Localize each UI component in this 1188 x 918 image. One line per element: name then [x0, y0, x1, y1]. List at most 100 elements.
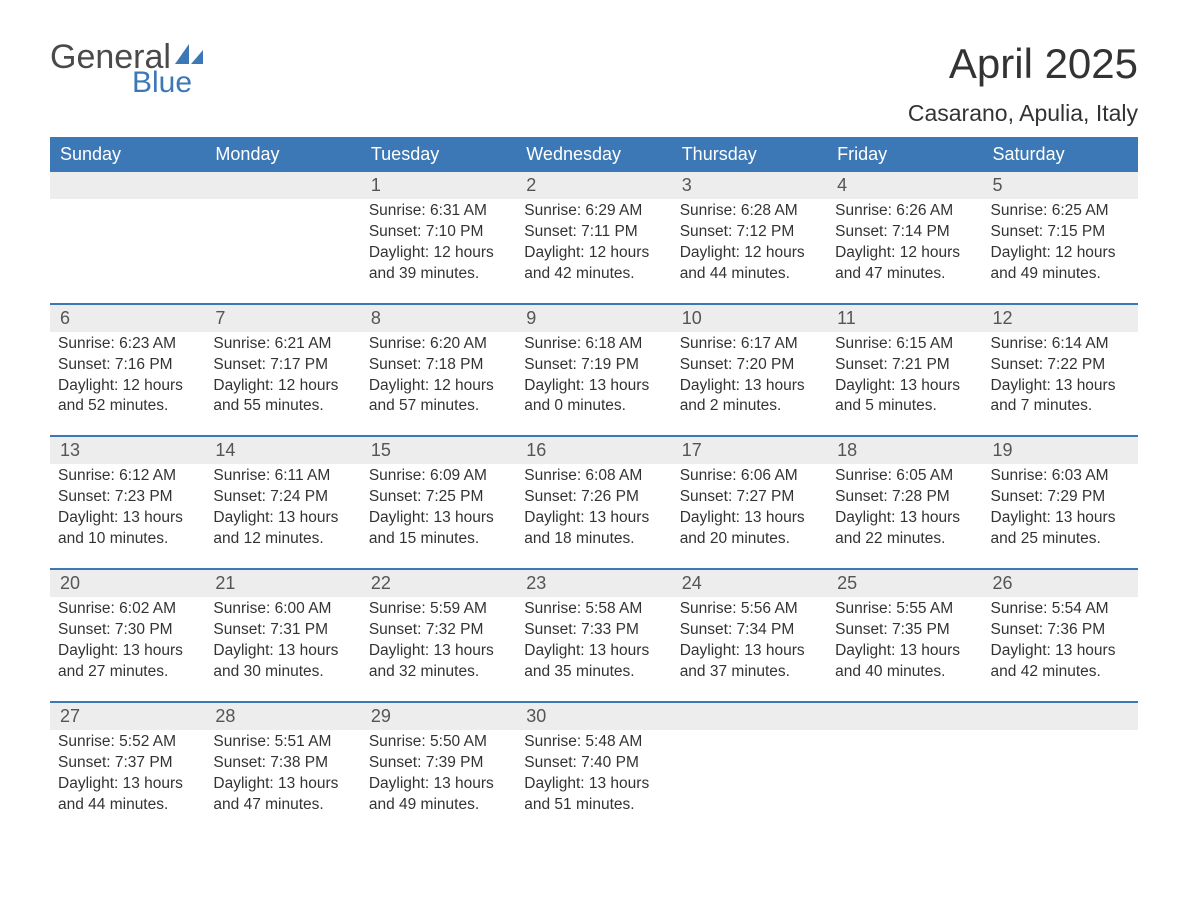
sunset-line: Sunset: 7:11 PM: [524, 222, 663, 243]
sunset-line: Sunset: 7:31 PM: [213, 620, 352, 641]
weekday-friday: Friday: [827, 137, 982, 172]
day-number: 6: [50, 305, 205, 332]
daylight-line: Daylight: 13 hours and 0 minutes.: [524, 376, 663, 418]
day-content: Sunrise: 5:54 AMSunset: 7:36 PMDaylight:…: [991, 599, 1130, 683]
daylight-line: Daylight: 13 hours and 7 minutes.: [991, 376, 1130, 418]
day-content: Sunrise: 6:09 AMSunset: 7:25 PMDaylight:…: [369, 466, 508, 550]
weekday-wednesday: Wednesday: [516, 137, 671, 172]
day-content: Sunrise: 6:02 AMSunset: 7:30 PMDaylight:…: [58, 599, 197, 683]
day-cell: Sunrise: 5:54 AMSunset: 7:36 PMDaylight:…: [983, 597, 1138, 701]
sunrise-line: Sunrise: 6:15 AM: [835, 334, 974, 355]
weekday-header-row: SundayMondayTuesdayWednesdayThursdayFrid…: [50, 137, 1138, 172]
day-number: 9: [516, 305, 671, 332]
sunrise-line: Sunrise: 6:03 AM: [991, 466, 1130, 487]
day-cell: Sunrise: 6:02 AMSunset: 7:30 PMDaylight:…: [50, 597, 205, 701]
day-cell: Sunrise: 6:20 AMSunset: 7:18 PMDaylight:…: [361, 332, 516, 436]
day-number: 19: [983, 437, 1138, 464]
daylight-line: Daylight: 13 hours and 27 minutes.: [58, 641, 197, 683]
day-cell: Sunrise: 6:23 AMSunset: 7:16 PMDaylight:…: [50, 332, 205, 436]
day-cell: Sunrise: 6:11 AMSunset: 7:24 PMDaylight:…: [205, 464, 360, 568]
day-number: 12: [983, 305, 1138, 332]
day-content: Sunrise: 6:31 AMSunset: 7:10 PMDaylight:…: [369, 201, 508, 285]
sunrise-line: Sunrise: 6:23 AM: [58, 334, 197, 355]
sunset-line: Sunset: 7:22 PM: [991, 355, 1130, 376]
day-cell: [50, 199, 205, 303]
daynum-band: 12345: [50, 172, 1138, 199]
daylight-line: Daylight: 13 hours and 51 minutes.: [524, 774, 663, 816]
weekday-saturday: Saturday: [983, 137, 1138, 172]
title-block: April 2025 Casarano, Apulia, Italy: [908, 40, 1138, 127]
day-cell: Sunrise: 5:50 AMSunset: 7:39 PMDaylight:…: [361, 730, 516, 834]
logo-text-secondary: Blue: [132, 68, 192, 98]
daylight-line: Daylight: 13 hours and 12 minutes.: [213, 508, 352, 550]
day-number: 17: [672, 437, 827, 464]
day-number: 29: [361, 703, 516, 730]
day-number: [983, 703, 1138, 730]
sunrise-line: Sunrise: 5:54 AM: [991, 599, 1130, 620]
daylight-line: Daylight: 13 hours and 22 minutes.: [835, 508, 974, 550]
day-number: 15: [361, 437, 516, 464]
day-cell: Sunrise: 5:59 AMSunset: 7:32 PMDaylight:…: [361, 597, 516, 701]
day-number: 10: [672, 305, 827, 332]
weekday-sunday: Sunday: [50, 137, 205, 172]
sunrise-line: Sunrise: 6:21 AM: [213, 334, 352, 355]
day-content: Sunrise: 6:12 AMSunset: 7:23 PMDaylight:…: [58, 466, 197, 550]
day-cell: Sunrise: 5:52 AMSunset: 7:37 PMDaylight:…: [50, 730, 205, 834]
sunrise-line: Sunrise: 6:02 AM: [58, 599, 197, 620]
daylight-line: Daylight: 12 hours and 44 minutes.: [680, 243, 819, 285]
day-cell: Sunrise: 5:56 AMSunset: 7:34 PMDaylight:…: [672, 597, 827, 701]
day-cell: Sunrise: 6:29 AMSunset: 7:11 PMDaylight:…: [516, 199, 671, 303]
day-cell: Sunrise: 5:48 AMSunset: 7:40 PMDaylight:…: [516, 730, 671, 834]
sunset-line: Sunset: 7:21 PM: [835, 355, 974, 376]
sunset-line: Sunset: 7:28 PM: [835, 487, 974, 508]
sunrise-line: Sunrise: 5:48 AM: [524, 732, 663, 753]
week-row: Sunrise: 6:31 AMSunset: 7:10 PMDaylight:…: [50, 199, 1138, 303]
day-cell: Sunrise: 6:03 AMSunset: 7:29 PMDaylight:…: [983, 464, 1138, 568]
daylight-line: Daylight: 12 hours and 55 minutes.: [213, 376, 352, 418]
daynum-band: 20212223242526: [50, 568, 1138, 597]
day-number: 2: [516, 172, 671, 199]
day-number: 21: [205, 570, 360, 597]
sunset-line: Sunset: 7:34 PM: [680, 620, 819, 641]
sunrise-line: Sunrise: 6:09 AM: [369, 466, 508, 487]
day-number: 18: [827, 437, 982, 464]
day-content: Sunrise: 6:17 AMSunset: 7:20 PMDaylight:…: [680, 334, 819, 418]
day-content: Sunrise: 6:21 AMSunset: 7:17 PMDaylight:…: [213, 334, 352, 418]
daynum-band: 27282930: [50, 701, 1138, 730]
day-cell: Sunrise: 6:26 AMSunset: 7:14 PMDaylight:…: [827, 199, 982, 303]
sunset-line: Sunset: 7:17 PM: [213, 355, 352, 376]
day-number: 27: [50, 703, 205, 730]
day-content: Sunrise: 6:06 AMSunset: 7:27 PMDaylight:…: [680, 466, 819, 550]
day-content: Sunrise: 5:59 AMSunset: 7:32 PMDaylight:…: [369, 599, 508, 683]
day-cell: [672, 730, 827, 834]
day-number: 16: [516, 437, 671, 464]
daylight-line: Daylight: 13 hours and 42 minutes.: [991, 641, 1130, 683]
day-cell: Sunrise: 6:08 AMSunset: 7:26 PMDaylight:…: [516, 464, 671, 568]
daylight-line: Daylight: 13 hours and 2 minutes.: [680, 376, 819, 418]
day-number: 11: [827, 305, 982, 332]
sunrise-line: Sunrise: 6:18 AM: [524, 334, 663, 355]
sunrise-line: Sunrise: 5:50 AM: [369, 732, 508, 753]
sunset-line: Sunset: 7:38 PM: [213, 753, 352, 774]
day-content: Sunrise: 6:15 AMSunset: 7:21 PMDaylight:…: [835, 334, 974, 418]
sunset-line: Sunset: 7:29 PM: [991, 487, 1130, 508]
day-number: 30: [516, 703, 671, 730]
day-cell: Sunrise: 6:17 AMSunset: 7:20 PMDaylight:…: [672, 332, 827, 436]
week-row: Sunrise: 6:23 AMSunset: 7:16 PMDaylight:…: [50, 332, 1138, 436]
sunset-line: Sunset: 7:20 PM: [680, 355, 819, 376]
day-cell: Sunrise: 6:09 AMSunset: 7:25 PMDaylight:…: [361, 464, 516, 568]
daylight-line: Daylight: 12 hours and 49 minutes.: [991, 243, 1130, 285]
sunset-line: Sunset: 7:30 PM: [58, 620, 197, 641]
weeks-container: 12345Sunrise: 6:31 AMSunset: 7:10 PMDayl…: [50, 172, 1138, 833]
day-content: Sunrise: 5:52 AMSunset: 7:37 PMDaylight:…: [58, 732, 197, 816]
sunset-line: Sunset: 7:39 PM: [369, 753, 508, 774]
day-number: 3: [672, 172, 827, 199]
day-content: Sunrise: 5:56 AMSunset: 7:34 PMDaylight:…: [680, 599, 819, 683]
day-content: Sunrise: 6:03 AMSunset: 7:29 PMDaylight:…: [991, 466, 1130, 550]
daynum-band: 13141516171819: [50, 435, 1138, 464]
day-content: Sunrise: 6:26 AMSunset: 7:14 PMDaylight:…: [835, 201, 974, 285]
sunset-line: Sunset: 7:27 PM: [680, 487, 819, 508]
daylight-line: Daylight: 13 hours and 47 minutes.: [213, 774, 352, 816]
daylight-line: Daylight: 13 hours and 15 minutes.: [369, 508, 508, 550]
day-number: 28: [205, 703, 360, 730]
